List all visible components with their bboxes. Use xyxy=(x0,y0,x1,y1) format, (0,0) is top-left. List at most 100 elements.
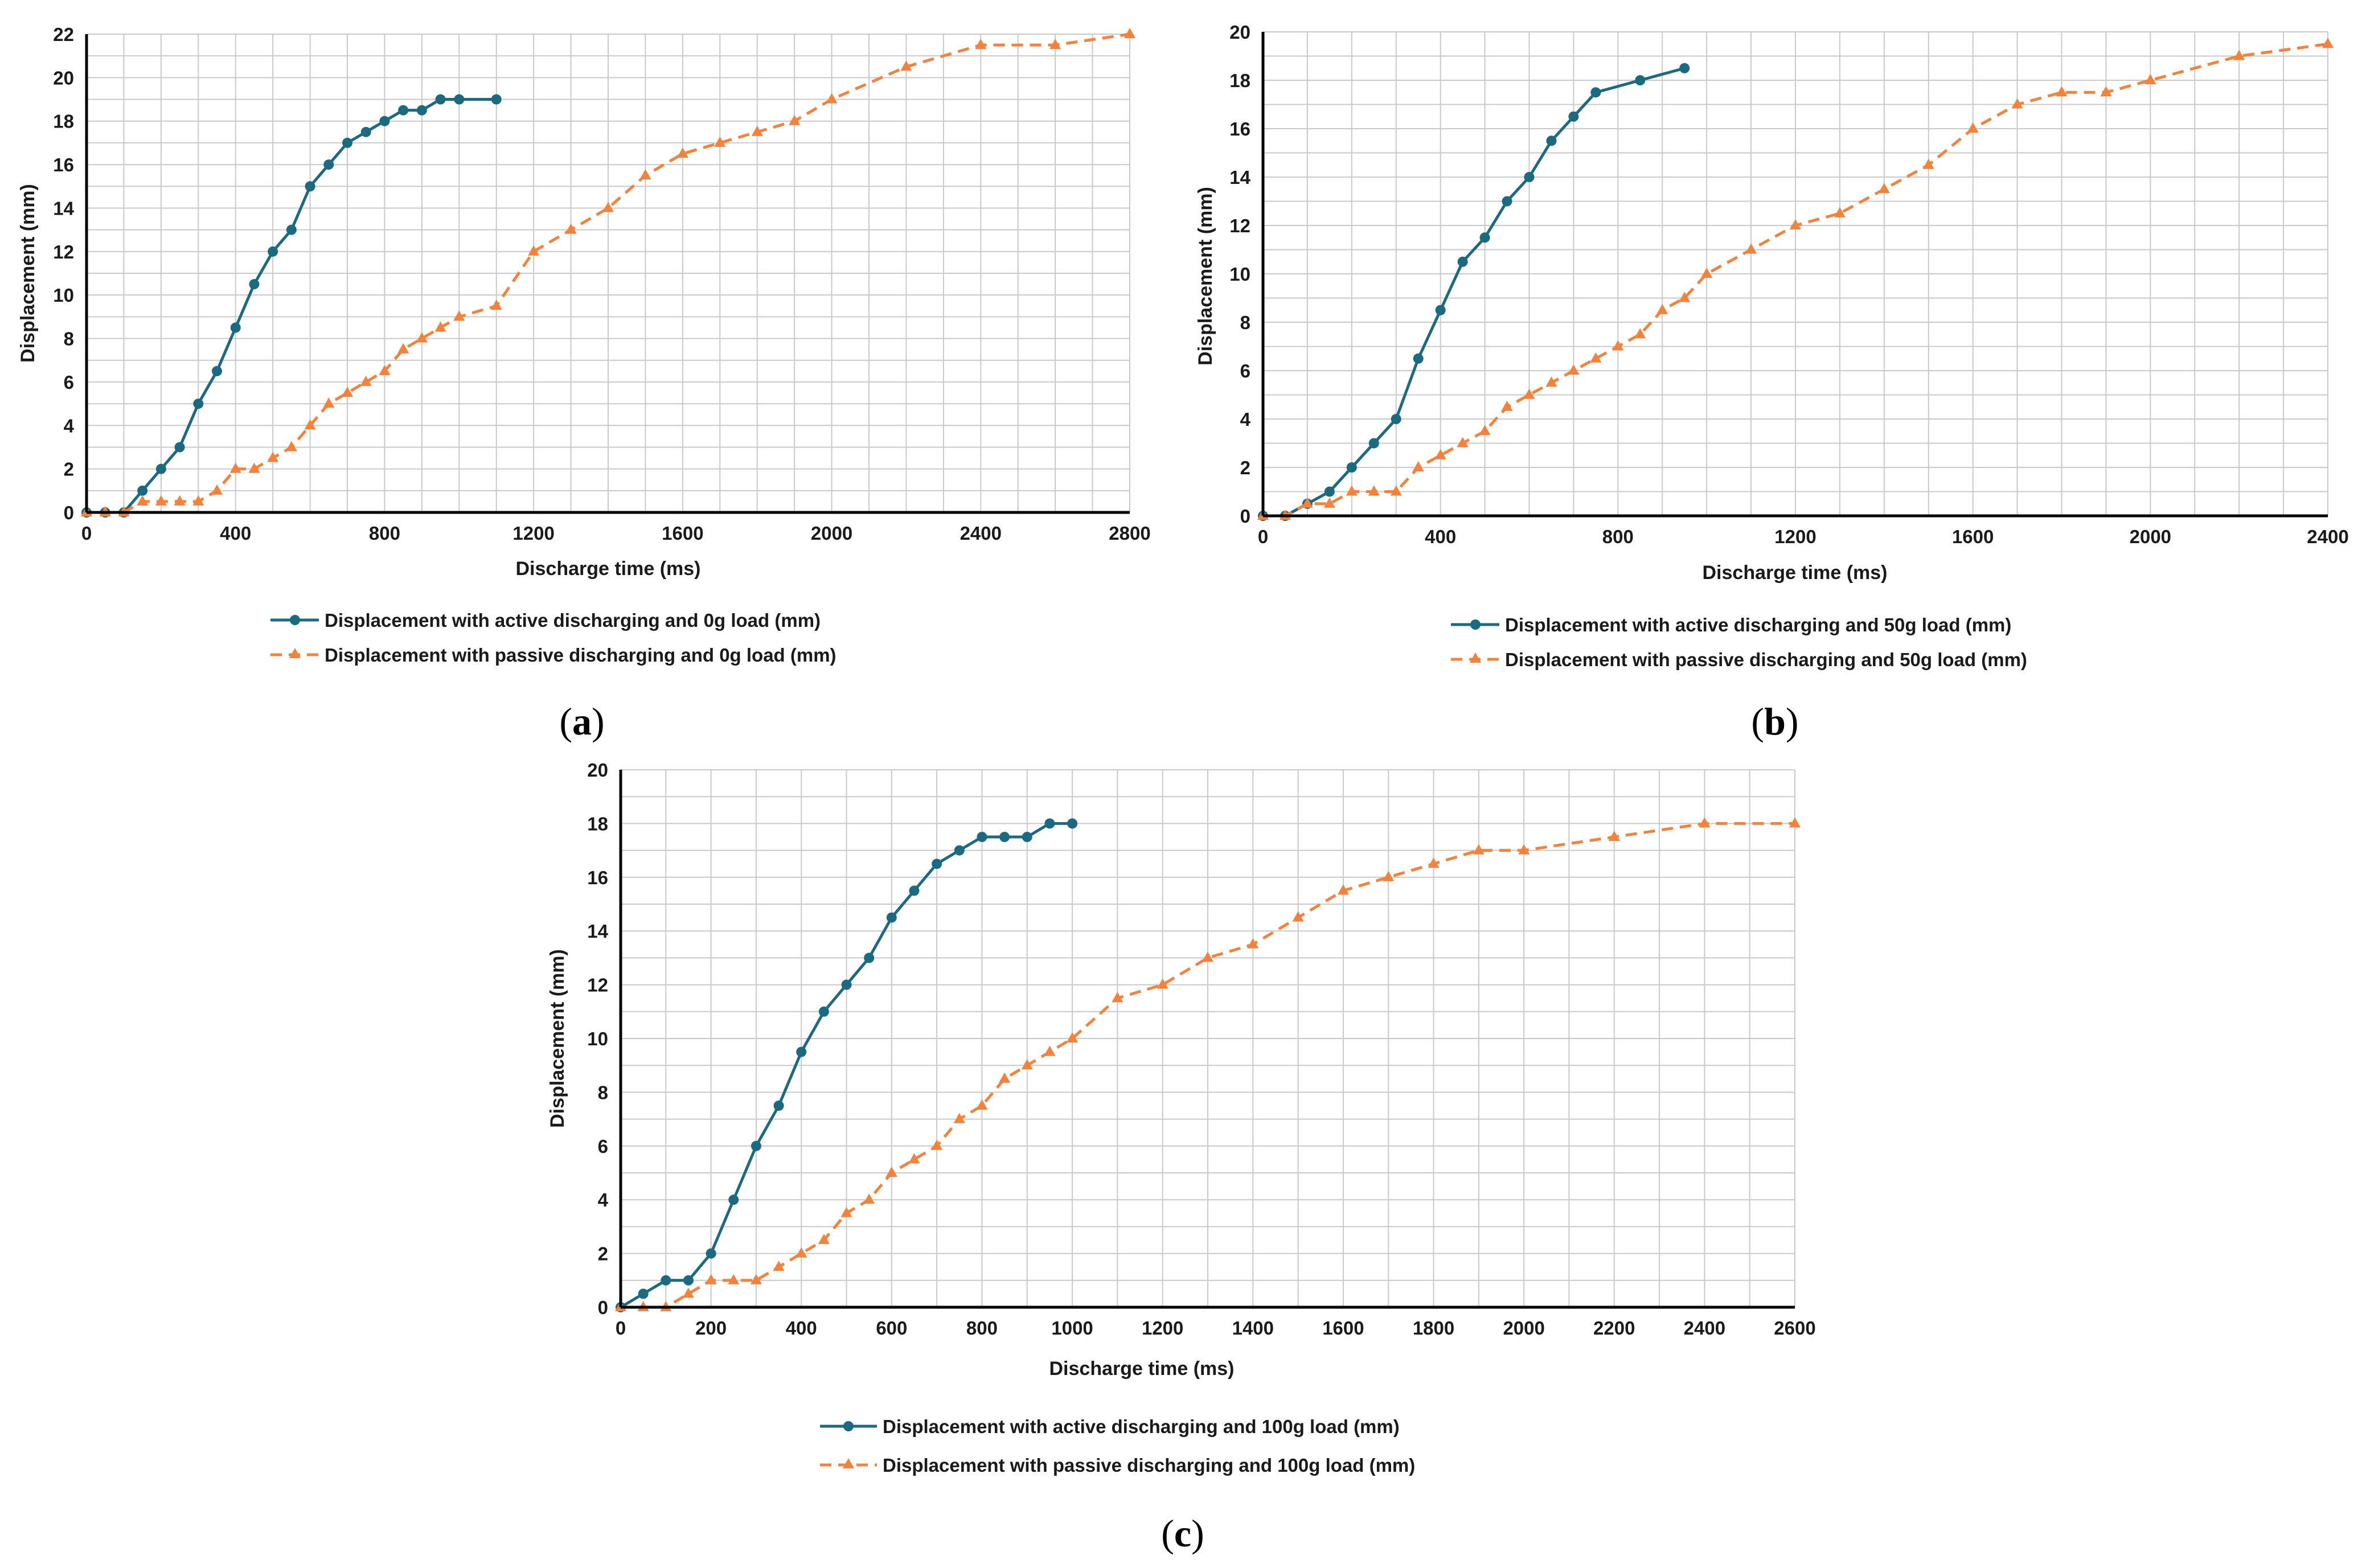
chart-c-axes xyxy=(619,770,1795,1309)
chart-c-x-tick-label: 2200 xyxy=(1593,1317,1635,1339)
chart-b-y-tick-label: 20 xyxy=(1229,22,1250,43)
chart-c-y-axis-label: Displacement (mm) xyxy=(547,949,568,1128)
chart-a-point-active xyxy=(342,137,352,148)
chart-a-point-active xyxy=(230,322,241,333)
chart-a-point-passive xyxy=(416,332,428,343)
chart-b-point-active xyxy=(1457,256,1468,267)
chart-a-point-passive xyxy=(137,495,149,506)
chart-c-point-passive xyxy=(885,1167,897,1177)
chart-c-x-tick-label: 2400 xyxy=(1684,1317,1725,1339)
chart-c-point-passive xyxy=(931,1139,943,1150)
chart-c-y-tick-label: 4 xyxy=(598,1189,609,1210)
chart-c-point-passive xyxy=(1428,857,1440,868)
chart-b-point-passive xyxy=(1634,328,1646,339)
chart-c-point-passive xyxy=(1202,951,1213,962)
chart-b-point-passive xyxy=(1590,352,1602,363)
chart-c-y-tick-label: 8 xyxy=(598,1082,608,1103)
chart-b-point-passive xyxy=(1501,400,1513,411)
panel-label-b: (b) xyxy=(1751,700,1798,743)
chart-c-point-active xyxy=(1044,818,1055,829)
chart-c-point-passive xyxy=(1067,1032,1079,1042)
chart-c-legend: Displacement with active discharging and… xyxy=(820,1416,1415,1476)
chart-c-x-tick-label: 1000 xyxy=(1051,1317,1093,1339)
chart-b-point-passive xyxy=(1479,425,1491,436)
chart-b-point-passive xyxy=(1878,183,1890,194)
chart-a-y-tick-label: 2 xyxy=(64,459,74,480)
chart-b-x-tick-label: 0 xyxy=(1258,526,1268,547)
chart-b-x-tick-label: 2400 xyxy=(2307,526,2348,547)
chart-c-series xyxy=(615,817,1801,1312)
chart-c-point-active xyxy=(977,832,987,842)
chart-a-point-passive xyxy=(323,397,335,408)
chart-a-y-tick-label: 8 xyxy=(64,329,74,350)
chart-c-point-active xyxy=(683,1275,694,1286)
chart-c-point-active xyxy=(818,1006,829,1017)
chart-a-x-tick-label: 400 xyxy=(220,523,251,544)
chart-a-y-tick-label: 6 xyxy=(64,372,74,393)
chart-b-point-passive xyxy=(1967,122,1979,133)
chart-c-point-active xyxy=(841,979,852,990)
chart-b-legend: Displacement with active discharging and… xyxy=(1451,614,2027,670)
chart-b-point-active xyxy=(1346,462,1357,473)
chart-c-point-passive xyxy=(1473,844,1485,855)
chart-a-x-tick-label: 1200 xyxy=(512,523,554,544)
chart-c-y-tick-label: 2 xyxy=(598,1243,608,1265)
chart-c-point-passive xyxy=(1383,871,1395,881)
chart-c-y-tick-label: 20 xyxy=(587,760,608,781)
chart-c-point-active xyxy=(1022,832,1032,842)
chart-b-y-tick-label: 8 xyxy=(1240,312,1250,333)
chart-c-point-passive xyxy=(682,1287,694,1298)
chart-c-x-tick-label: 400 xyxy=(786,1317,817,1339)
chart-b-point-passive xyxy=(2056,86,2068,97)
chart-b-point-active xyxy=(1590,87,1601,98)
chart-a-point-active xyxy=(249,279,260,290)
chart-c-x-tick-label: 0 xyxy=(616,1317,626,1339)
chart-b-point-passive xyxy=(2011,98,2023,109)
chart-c-point-active xyxy=(728,1195,739,1205)
chart-a-point-active xyxy=(454,94,465,105)
chart-c-point-active xyxy=(661,1275,671,1286)
legend-item-passive-100g: Displacement with passive discharging an… xyxy=(820,1455,1415,1476)
chart-c-point-active xyxy=(909,885,920,896)
chart-c-x-tick-label: 1400 xyxy=(1232,1317,1274,1339)
chart-b-x-tick-label: 2000 xyxy=(2130,526,2171,547)
chart-c-y-tick-label: 16 xyxy=(587,867,608,888)
chart-c-point-passive xyxy=(1112,992,1123,1003)
chart-a-point-active xyxy=(491,94,502,105)
chart-b-y-tick-label: 6 xyxy=(1240,360,1250,381)
chart-b-y-tick-label: 10 xyxy=(1229,264,1250,285)
panel-label-c: (c) xyxy=(1161,1512,1204,1555)
chart-b-point-passive xyxy=(1790,219,1801,229)
chart-b-point-passive xyxy=(2233,50,2245,60)
chart-a-y-tick-label: 16 xyxy=(53,154,74,175)
legend-item-active-100g: Displacement with active discharging and… xyxy=(820,1416,1400,1437)
chart-a-point-passive xyxy=(192,495,204,506)
chart-c-point-passive xyxy=(1157,978,1168,989)
chart-c-y-tick-label: 6 xyxy=(598,1136,608,1157)
chart-c-point-passive xyxy=(773,1261,785,1271)
chart-b-point-passive xyxy=(1368,485,1380,496)
chart-a-x-tick-label: 0 xyxy=(81,523,92,544)
chart-c: 0 200 400 600 800 1000 1200 1400 1600 1800 2000 220… xyxy=(547,760,1816,1555)
chart-a-point-active xyxy=(212,366,222,376)
chart-b-point-active xyxy=(1413,353,1424,364)
panel-label-a-letter: a xyxy=(572,700,592,743)
chart-a-y-tick-label: 10 xyxy=(53,285,74,306)
chart-a-point-active xyxy=(193,399,204,409)
chart-a-point-active xyxy=(398,105,409,116)
chart-a-point-passive xyxy=(789,114,801,125)
chart-c-point-passive xyxy=(1518,844,1530,855)
chart-c-y-tick-label: 12 xyxy=(587,975,608,996)
chart-c-y-tick-label: 10 xyxy=(587,1028,608,1049)
chart-b-grid xyxy=(1262,31,2328,516)
chart-a-point-passive xyxy=(900,60,912,71)
chart-b-point-active xyxy=(1568,111,1579,122)
chart-b-y-tick-label: 16 xyxy=(1229,118,1250,139)
chart-b-point-passive xyxy=(1434,449,1446,459)
chart-c-x-tick-label: 1800 xyxy=(1413,1317,1454,1339)
legend-label-passive-100g: Displacement with passive discharging an… xyxy=(883,1455,1415,1476)
chart-c-x-tick-label: 2000 xyxy=(1503,1317,1544,1339)
chart-b-point-passive xyxy=(1656,303,1668,314)
chart-a-point-passive xyxy=(285,441,297,451)
legend-label-passive-0g: Displacement with passive discharging an… xyxy=(325,645,836,666)
